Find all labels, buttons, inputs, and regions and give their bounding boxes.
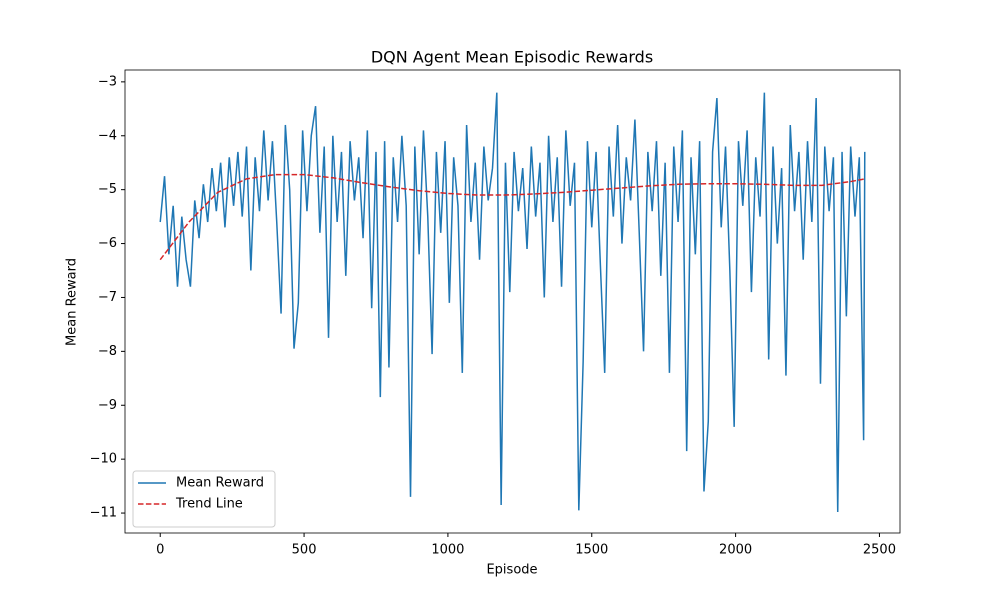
x-tick-label: 1500 bbox=[575, 543, 608, 558]
y-tick-label: −8 bbox=[98, 344, 117, 359]
x-tick-label: 0 bbox=[156, 543, 164, 558]
data-line bbox=[159, 92, 866, 512]
y-tick-label: −9 bbox=[98, 398, 117, 413]
y-tick-label: −7 bbox=[98, 290, 117, 305]
data-line bbox=[159, 173, 865, 261]
legend-label: Trend Line bbox=[175, 497, 243, 512]
x-tick-label: 1000 bbox=[431, 543, 464, 558]
y-tick-label: −11 bbox=[90, 506, 117, 521]
x-axis-label: Episode bbox=[486, 563, 537, 578]
y-axis-label: Mean Reward bbox=[65, 258, 80, 346]
x-tick-label: 500 bbox=[292, 543, 317, 558]
legend-label: Mean Reward bbox=[176, 476, 264, 491]
y-tick-label: −3 bbox=[98, 74, 117, 89]
x-tick-label: 2500 bbox=[863, 543, 896, 558]
y-tick-label: −10 bbox=[90, 452, 117, 467]
y-tick-label: −6 bbox=[98, 236, 117, 251]
chart-title: DQN Agent Mean Episodic Rewards bbox=[371, 48, 653, 67]
y-tick-label: −5 bbox=[98, 182, 117, 197]
legend-box bbox=[132, 470, 276, 528]
x-tick-label: 2000 bbox=[719, 543, 752, 558]
plot-frame bbox=[124, 69, 901, 534]
y-tick-label: −4 bbox=[98, 128, 117, 143]
